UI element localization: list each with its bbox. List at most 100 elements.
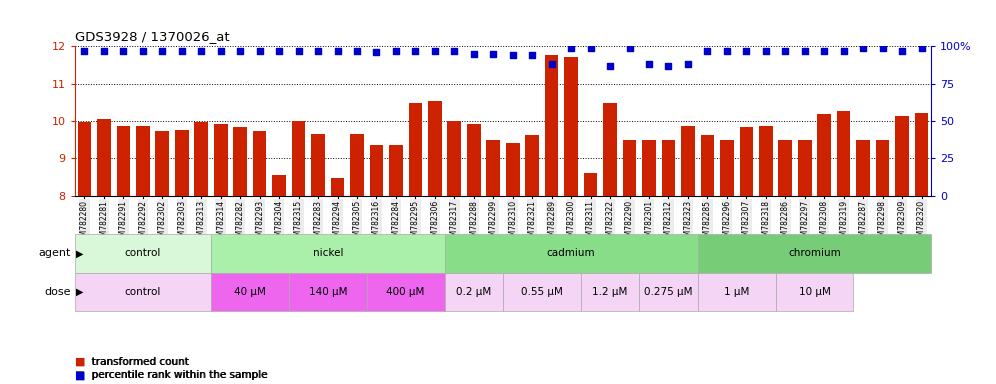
Text: 1.2 μM: 1.2 μM <box>593 287 627 297</box>
Bar <box>447 121 461 196</box>
Bar <box>584 173 598 196</box>
Point <box>446 48 462 54</box>
Bar <box>444 234 697 273</box>
Bar <box>776 273 854 311</box>
Bar <box>408 103 422 196</box>
Text: 40 μM: 40 μM <box>234 287 266 297</box>
Point <box>797 48 813 54</box>
Bar <box>857 141 870 196</box>
Text: control: control <box>124 248 161 258</box>
Point <box>232 48 248 54</box>
Point <box>193 48 209 54</box>
Text: ■  transformed count: ■ transformed count <box>75 356 188 367</box>
Bar <box>642 141 655 196</box>
Text: ■: ■ <box>75 370 86 381</box>
Bar <box>661 141 675 196</box>
Point <box>641 61 657 67</box>
Point <box>738 48 754 54</box>
Text: percentile rank within the sample: percentile rank within the sample <box>92 370 268 381</box>
Point <box>660 63 676 69</box>
Bar <box>506 143 520 196</box>
Bar <box>818 114 831 196</box>
Point <box>563 45 579 51</box>
Point <box>913 45 929 51</box>
Bar <box>798 141 812 196</box>
Point <box>544 61 560 67</box>
Bar <box>311 134 325 196</box>
Text: 0.2 μM: 0.2 μM <box>456 287 491 297</box>
Point <box>310 48 326 54</box>
Bar <box>837 111 851 196</box>
Point <box>524 52 540 58</box>
Point <box>856 45 872 51</box>
Point <box>407 48 423 54</box>
Bar <box>697 273 776 311</box>
Bar <box>75 234 211 273</box>
Bar <box>681 126 695 196</box>
Point <box>134 48 150 54</box>
Point <box>602 63 618 69</box>
Bar <box>214 124 227 196</box>
Text: 400 μM: 400 μM <box>386 287 425 297</box>
Text: agent: agent <box>38 248 71 258</box>
Bar <box>136 126 149 196</box>
Bar <box>697 234 931 273</box>
Bar <box>211 273 289 311</box>
Bar <box>581 273 639 311</box>
Point <box>894 48 910 54</box>
Text: ▶: ▶ <box>76 248 83 258</box>
Point <box>583 45 599 51</box>
Bar <box>389 145 402 196</box>
Point <box>817 48 833 54</box>
Bar <box>604 103 617 196</box>
Bar <box>444 273 503 311</box>
Text: 1 μM: 1 μM <box>724 287 749 297</box>
Bar <box>639 273 697 311</box>
Text: ■: ■ <box>75 356 86 367</box>
Point <box>291 48 307 54</box>
Bar <box>289 273 367 311</box>
Point <box>427 48 443 54</box>
Bar <box>97 119 111 196</box>
Bar <box>759 126 773 196</box>
Bar <box>700 135 714 196</box>
Text: 10 μM: 10 μM <box>799 287 831 297</box>
Bar <box>428 101 441 196</box>
Bar <box>525 135 539 196</box>
Bar <box>914 114 928 196</box>
Bar <box>545 55 559 196</box>
Point <box>777 48 793 54</box>
Point <box>213 48 229 54</box>
Point <box>622 45 637 51</box>
Text: 140 μM: 140 μM <box>309 287 347 297</box>
Point <box>173 48 189 54</box>
Bar <box>622 140 636 196</box>
Text: cadmium: cadmium <box>547 248 596 258</box>
Bar <box>503 273 581 311</box>
Bar <box>565 57 578 196</box>
Point <box>369 49 384 55</box>
Bar <box>779 141 792 196</box>
Point <box>96 48 112 54</box>
Point <box>699 48 715 54</box>
Bar <box>78 122 92 196</box>
Bar <box>875 141 889 196</box>
Text: dose: dose <box>44 287 71 297</box>
Point <box>387 48 404 54</box>
Bar <box>233 127 247 196</box>
Bar <box>486 141 500 196</box>
Bar <box>155 131 169 196</box>
Point <box>116 48 131 54</box>
Bar <box>292 121 306 196</box>
Point <box>485 50 501 56</box>
Text: 0.55 μM: 0.55 μM <box>521 287 563 297</box>
Bar <box>272 175 286 196</box>
Text: ▶: ▶ <box>76 287 83 297</box>
Bar <box>367 273 444 311</box>
Text: control: control <box>124 287 161 297</box>
Text: GDS3928 / 1370026_at: GDS3928 / 1370026_at <box>75 30 229 43</box>
Point <box>719 48 735 54</box>
Bar <box>351 134 364 196</box>
Point <box>466 50 482 56</box>
Bar <box>211 234 444 273</box>
